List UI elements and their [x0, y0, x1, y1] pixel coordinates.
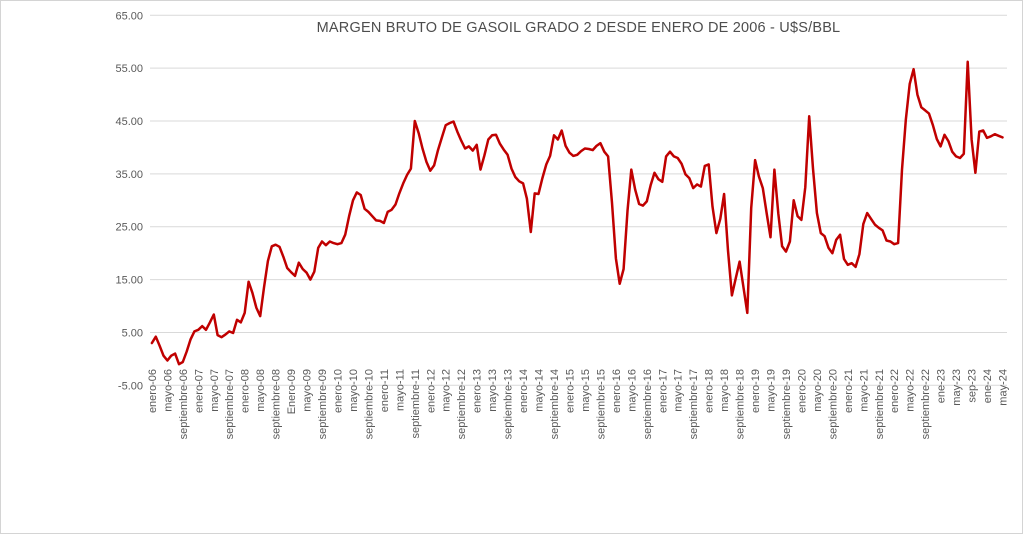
x-axis-tick-label: mayo-18 — [719, 369, 731, 412]
x-axis-tick-label: Enero-09 — [286, 369, 298, 414]
x-axis-tick-label: enero-11 — [379, 369, 391, 412]
x-axis-tick-label: mayo-06 — [162, 369, 174, 412]
x-axis-tick-label: enero-16 — [611, 369, 623, 413]
x-axis-tick-label: mayo-15 — [580, 369, 592, 412]
x-axis-tick-label: ene-23 — [936, 369, 948, 403]
x-axis-tick-label: enero-10 — [332, 369, 344, 413]
margin-series-line — [150, 60, 1004, 366]
x-axis-tick-label: septiembre-11 — [410, 369, 422, 439]
x-axis-tick-label: septiembre-17 — [688, 369, 700, 439]
chart-title: MARGEN BRUTO DE GASOIL GRADO 2 DESDE ENE… — [316, 20, 841, 36]
x-axis-tick-label: enero-20 — [796, 369, 808, 413]
x-axis-tick-label: mayo-22 — [905, 369, 917, 412]
x-axis-tick-label: enero-12 — [425, 369, 437, 413]
x-axis-tick-label: septiembre-16 — [642, 369, 654, 439]
x-axis-tick-label: sep-23 — [967, 369, 979, 403]
y-axis-tick-label: -5.00 — [118, 380, 143, 392]
x-axis-tick-label: septiembre-15 — [595, 369, 607, 439]
x-axis-tick-label: enero-18 — [704, 369, 716, 413]
x-axis-tick-label: septiembre-18 — [735, 369, 747, 439]
x-axis-tick-label: septiembre-10 — [363, 369, 375, 439]
y-axis-tick-label: 35.00 — [115, 169, 143, 181]
x-axis-tick-label: enero-15 — [564, 369, 576, 413]
x-axis-tick-label: mayo-13 — [487, 369, 499, 412]
x-axis-tick-label: enero-22 — [889, 369, 901, 413]
x-axis-tick-label: mayo-17 — [673, 369, 685, 412]
x-axis-tick-label: mayo-11 — [394, 369, 406, 411]
x-axis-tick-label: mayo-16 — [626, 369, 638, 412]
x-axis-tick-label: mayo-10 — [348, 369, 360, 412]
x-axis-tick-label: mayo-20 — [812, 369, 824, 412]
y-axis-tick-label: 45.00 — [115, 116, 143, 128]
x-axis-tick-label: enero-19 — [750, 369, 762, 413]
y-axis-tick-label: 65.00 — [115, 10, 143, 22]
x-axis-tick-label: may-23 — [951, 369, 963, 406]
x-axis-tick-label: septiembre-12 — [456, 369, 468, 439]
y-axis-tick-label: 55.00 — [115, 63, 143, 75]
y-axis-tick-label: 25.00 — [115, 222, 143, 234]
x-axis-tick-label: enero-08 — [240, 369, 252, 413]
x-axis-tick-label: septiembre-07 — [224, 369, 236, 439]
x-axis-tick-label: enero-06 — [147, 369, 159, 413]
x-axis-tick-label: mayo-12 — [441, 369, 453, 412]
x-axis-tick-label: enero-14 — [518, 369, 530, 413]
x-axis-tick-label: enero-13 — [472, 369, 484, 413]
x-axis-tick-label: mayo-09 — [302, 369, 314, 412]
x-axis-tick-label: septiembre-21 — [874, 369, 886, 439]
x-axis-tick-label: mayo-14 — [534, 369, 546, 412]
x-axis-tick-label: mayo-08 — [255, 369, 267, 412]
y-axis-tick-label: 5.00 — [122, 327, 143, 339]
x-axis-tick-label: septiembre-19 — [781, 369, 793, 439]
x-axis-tick-label: enero-17 — [657, 369, 669, 413]
x-axis-tick-label: septiembre-22 — [920, 369, 932, 439]
x-axis-tick-label: mayo-07 — [209, 369, 221, 412]
x-axis-tick-label: mayo-19 — [766, 369, 778, 412]
x-axis-tick-label: septiembre-09 — [317, 369, 329, 439]
x-axis-tick-label: septiembre-06 — [178, 369, 190, 439]
x-axis-tick-label: ene-24 — [982, 369, 994, 403]
x-axis-tick-label: septiembre-08 — [271, 369, 283, 439]
x-axis-tick-label: enero-21 — [843, 369, 855, 413]
x-axis-tick-label: septiembre-20 — [827, 369, 839, 439]
x-axis-tick-label: septiembre-13 — [503, 369, 515, 439]
x-axis-tick-label: enero-07 — [193, 369, 205, 413]
x-axis-tick-label: septiembre-14 — [549, 369, 561, 439]
x-axis-tick-label: mayo-21 — [858, 369, 870, 412]
y-axis-tick-label: 15.00 — [115, 275, 143, 287]
x-axis-tick-label: may-24 — [998, 369, 1010, 406]
